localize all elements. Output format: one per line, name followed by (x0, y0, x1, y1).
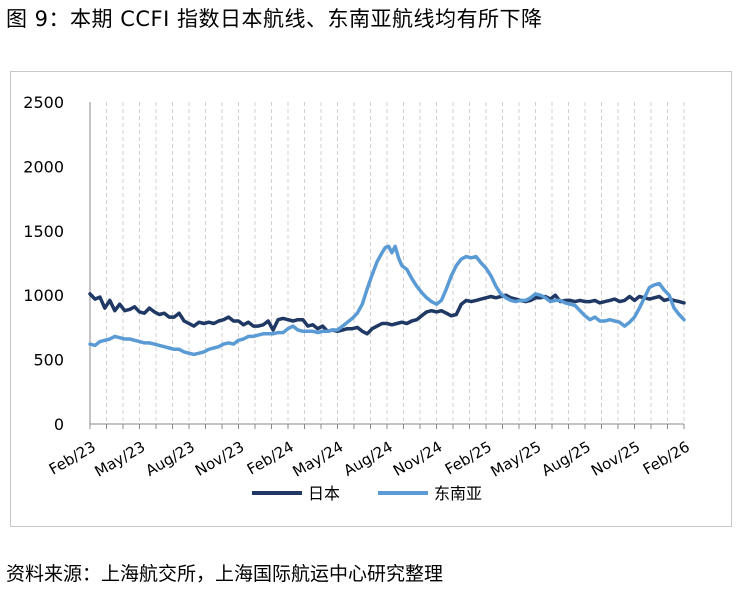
y-tick-label: 2500 (23, 93, 64, 112)
y-tick-label: 0 (54, 415, 64, 434)
y-tick-label: 2000 (23, 157, 64, 176)
x-tick-label: May/24 (289, 438, 346, 481)
x-tick-label: Nov/23 (192, 438, 247, 480)
series-line-southeast-asia (88, 244, 686, 357)
source-note: 资料来源：上海航交所，上海国际航运中心研究整理 (6, 563, 444, 585)
x-tick-label: Feb/23 (46, 438, 99, 479)
y-tick-label: 500 (33, 351, 64, 370)
x-tick-label: Feb/26 (640, 438, 693, 479)
x-tick-label: Aug/23 (142, 438, 197, 480)
x-tick-label: Nov/24 (390, 438, 445, 480)
x-axis-ticks: Feb/23May/23Aug/23Nov/23Feb/24May/24Aug/… (46, 438, 693, 481)
x-tick-label: May/23 (91, 438, 148, 481)
series-lines (88, 244, 686, 357)
legend-label: 东南亚 (434, 484, 482, 503)
chart-axes (89, 102, 685, 429)
x-tick-label: Nov/25 (588, 438, 643, 480)
chart-legend: 日本 东南亚 (252, 484, 482, 503)
chart-grid (106, 102, 685, 424)
legend-label: 日本 (308, 484, 340, 503)
x-tick-label: Feb/24 (244, 438, 297, 479)
x-tick-label: Aug/24 (340, 438, 395, 480)
x-tick-label: May/25 (487, 438, 544, 481)
chart-title: 图 9：本期 CCFI 指数日本航线、东南亚航线均有所下降 (6, 7, 543, 31)
series-line-japan (88, 292, 686, 336)
x-tick-label: Feb/25 (442, 438, 495, 479)
y-axis-ticks: 0 500 1000 1500 2000 2500 (23, 93, 64, 434)
chart-frame (10, 71, 732, 527)
x-tick-label: Aug/25 (538, 438, 593, 480)
y-tick-label: 1500 (23, 222, 64, 241)
y-tick-label: 1000 (23, 286, 64, 305)
